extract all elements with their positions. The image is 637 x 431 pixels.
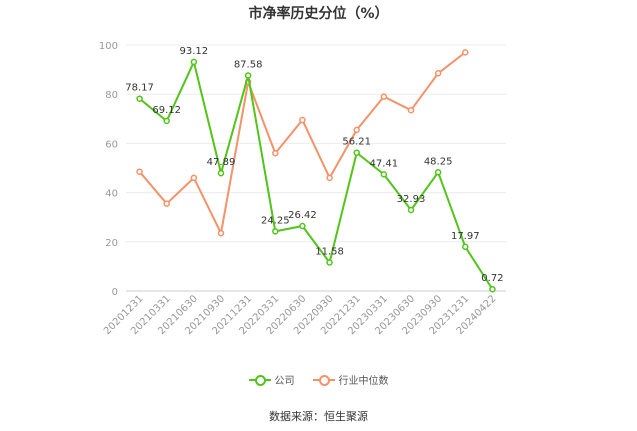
legend-industry-label: 行业中位数	[338, 376, 389, 387]
company-data-label: 56.21	[342, 137, 371, 148]
company-data-label: 47.41	[370, 158, 399, 169]
industry-point	[380, 93, 388, 100]
industry-point	[353, 126, 360, 134]
company-point	[326, 259, 333, 266]
y-tick-label: 60	[105, 139, 118, 150]
industry-point	[190, 174, 198, 182]
company-point	[380, 171, 388, 178]
y-tick-label: 20	[105, 238, 118, 249]
company-data-label: 78.17	[125, 83, 154, 94]
y-tick-label: 0	[112, 287, 118, 298]
company-data-label: 26.42	[288, 210, 317, 221]
industry-point	[136, 168, 143, 175]
grid-lines	[126, 44, 506, 243]
legend-company-label: 公司	[274, 376, 295, 387]
company-point	[217, 169, 225, 177]
legend-industry-dot	[318, 374, 330, 386]
company-series-line	[138, 60, 494, 290]
industry-series-line	[138, 51, 466, 235]
industry-point	[163, 200, 170, 207]
company-point	[299, 222, 306, 230]
company-point	[190, 58, 198, 66]
industry-point	[434, 70, 442, 77]
series-lines	[136, 49, 496, 293]
company-data-label: 69.12	[152, 105, 181, 116]
legend-item-industry-median[interactable]: 行业中位数	[312, 372, 389, 387]
company-data-label: 48.25	[424, 156, 453, 167]
source-note: 数据来源：恒生聚源	[269, 410, 368, 423]
company-point	[462, 243, 469, 251]
company-data-label: 24.25	[261, 215, 290, 226]
legend: 公司 行业中位数	[0, 372, 637, 387]
industry-point	[299, 116, 306, 124]
company-point	[136, 95, 143, 102]
industry-point	[407, 106, 415, 114]
company-data-label: 93.12	[180, 46, 209, 57]
company-point	[489, 285, 496, 293]
y-tick-label: 40	[105, 189, 118, 200]
company-point	[434, 169, 442, 176]
industry-point	[326, 174, 333, 182]
company-point	[244, 72, 252, 79]
y-tick-label: 80	[105, 90, 118, 101]
company-data-label: 11.58	[315, 247, 344, 258]
legend-company-dot	[254, 374, 266, 386]
company-point	[163, 117, 170, 125]
company-point	[353, 149, 360, 156]
legend-item-company[interactable]: 公司	[248, 372, 295, 387]
company-data-label: 17.97	[451, 231, 480, 242]
company-data-label: 87.58	[234, 60, 263, 71]
industry-point	[272, 149, 279, 157]
industry-point	[217, 229, 225, 237]
y-tick-label: 100	[99, 41, 118, 52]
company-data-label: 32.93	[397, 194, 426, 205]
chart-title: 市净率历史分位（%）	[248, 6, 389, 22]
company-point	[407, 206, 415, 214]
company-data-label: 47.89	[207, 157, 236, 168]
company-data-label: 0.72	[481, 273, 503, 284]
company-point	[272, 228, 279, 235]
legend-company-icon	[248, 374, 271, 386]
legend-industry-icon	[312, 374, 335, 386]
industry-point	[462, 49, 469, 56]
